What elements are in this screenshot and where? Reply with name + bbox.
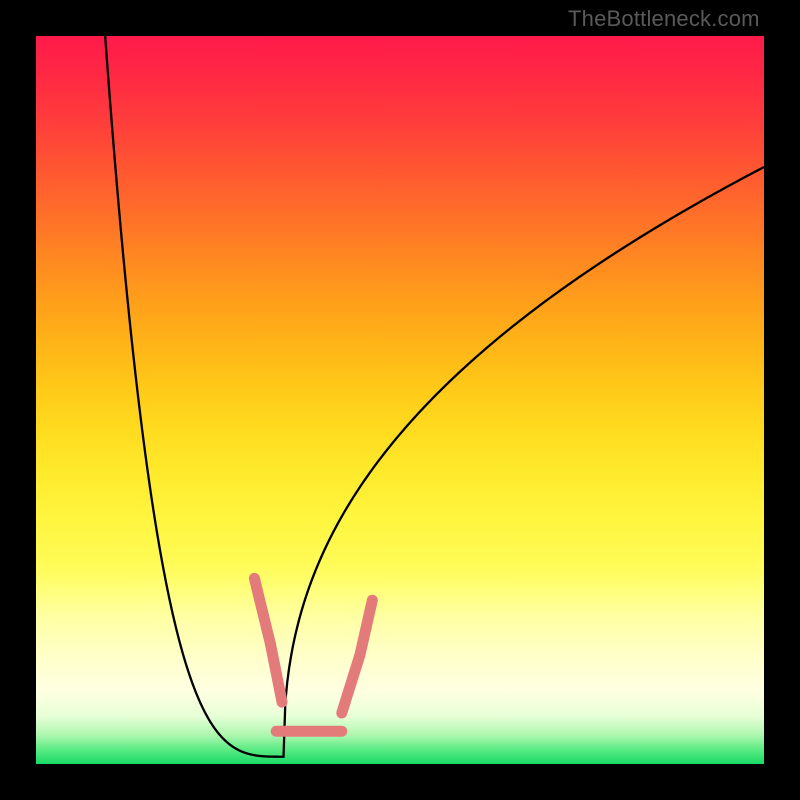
bottleneck-chart — [36, 36, 764, 764]
watermark-text: TheBottleneck.com — [568, 6, 760, 32]
gradient-background — [36, 36, 764, 764]
chart-container — [36, 36, 764, 764]
